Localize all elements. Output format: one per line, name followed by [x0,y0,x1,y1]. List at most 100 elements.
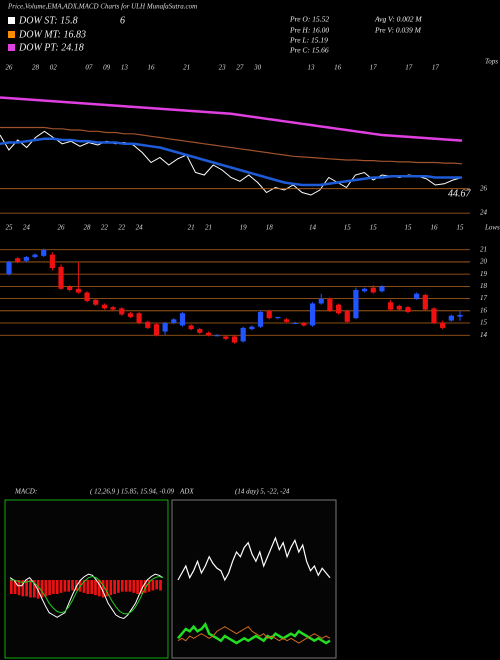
candle-body [379,286,385,292]
histogram-bar [44,580,48,597]
x-tick-label: 02 [50,64,58,72]
histogram-bar [21,580,25,597]
candle-body [223,336,229,339]
x-tick-label: 30 [253,64,262,72]
y-tick-label: 16 [480,306,488,314]
candle-body [84,292,90,302]
page-title: Price,Volume,EMA,ADX,MACD Charts for ULH… [7,3,197,11]
candle-body [188,325,194,330]
histogram-bar [151,580,155,591]
histogram-bar [29,580,32,598]
candle-body [6,261,12,275]
y-tick-label: 21 [480,245,487,253]
panel-border [171,499,337,659]
stat: Pre O: 15.52 [289,15,329,24]
candle-body [448,315,454,321]
candle-body [257,312,264,327]
candle-body [41,249,47,256]
legend-swatch [8,17,15,24]
legend-label: DOW PT: 24.18 [18,42,84,53]
histogram-bar [155,580,159,590]
candle-body [75,288,81,293]
x-tick-label: 17 [370,64,378,72]
candle-body [58,266,64,289]
candle-body [275,316,281,319]
y-tick-label: 14 [480,331,488,339]
candle-body [197,329,203,333]
x-tick-label: 16 [334,64,342,72]
x-tick-label: 17 [405,64,413,72]
x-tick-label: 21 [188,224,195,232]
line [0,126,463,165]
x-tick-label: 16 [430,224,438,232]
candle-body [344,310,350,322]
candle-body [457,314,463,317]
line [9,573,164,620]
histogram-bar [13,580,17,594]
candle-body [388,302,394,310]
histogram-bar [117,580,120,593]
candle-body [361,288,368,292]
y-tick-label: 19 [480,270,488,278]
line [10,575,164,615]
stat: Pre L: 15.19 [289,36,328,45]
candle-body [145,321,151,328]
histogram-bar [143,580,147,593]
histogram-bar [25,580,28,597]
candle-body [396,305,402,310]
line [0,130,463,196]
y-tick-label: 24 [480,209,488,217]
x-tick-label: 14 [309,224,317,232]
histogram-bar [140,580,143,594]
histogram-bar [90,580,94,594]
histogram-bar [71,580,74,591]
legend-label: DOW MT: 16.83 [18,29,86,40]
y-tick-label: 17 [480,294,488,302]
histogram-bar [17,580,21,596]
x-tick-label: 18 [266,224,274,232]
x-tick-label: 15 [370,224,378,232]
x-tick-label: 21 [205,224,212,232]
candle-body [405,307,411,313]
candle-body [127,313,134,317]
candle-body [292,323,298,325]
line [0,137,462,187]
candle-body [119,308,125,315]
legend-swatch [8,31,15,38]
candle-body [431,308,437,324]
candle-body [301,323,307,326]
candle-body [214,335,220,337]
candle-body [414,293,420,299]
candle-body [335,304,342,314]
candle-body [93,299,99,305]
histogram-bar [147,580,151,592]
candle-body [370,287,376,293]
x-tick-label: 21 [183,64,190,72]
histogram-bar [120,580,124,592]
x-tick-label: 25 [6,224,14,232]
histogram-bar [101,580,105,598]
x-tick-label: 15 [457,224,465,232]
panel-subtitle: (14 day) 5, -22, -24 [235,488,290,496]
x-tick-label: 15 [344,224,352,232]
candle-body [15,258,21,262]
candle-body [231,336,238,343]
candle-body [422,294,428,310]
stat: Pre H: 16.00 [289,26,329,35]
x-tick-label: 26 [5,64,13,72]
x-tick-label: 28 [84,224,92,232]
candle-body [153,324,160,336]
stat: Pre C: 15.66 [289,46,329,55]
line [177,536,331,582]
candle-body [309,303,316,326]
stat: Avg V: 0.002 M [374,15,422,24]
histogram-bar [52,580,55,594]
histogram-bar [55,580,59,594]
histogram-bar [97,580,101,597]
histogram-bar [67,580,71,592]
x-tick-label: 22 [118,224,126,232]
histogram-bar [159,580,162,591]
histogram-bar [48,580,51,596]
candle-body [23,257,29,261]
